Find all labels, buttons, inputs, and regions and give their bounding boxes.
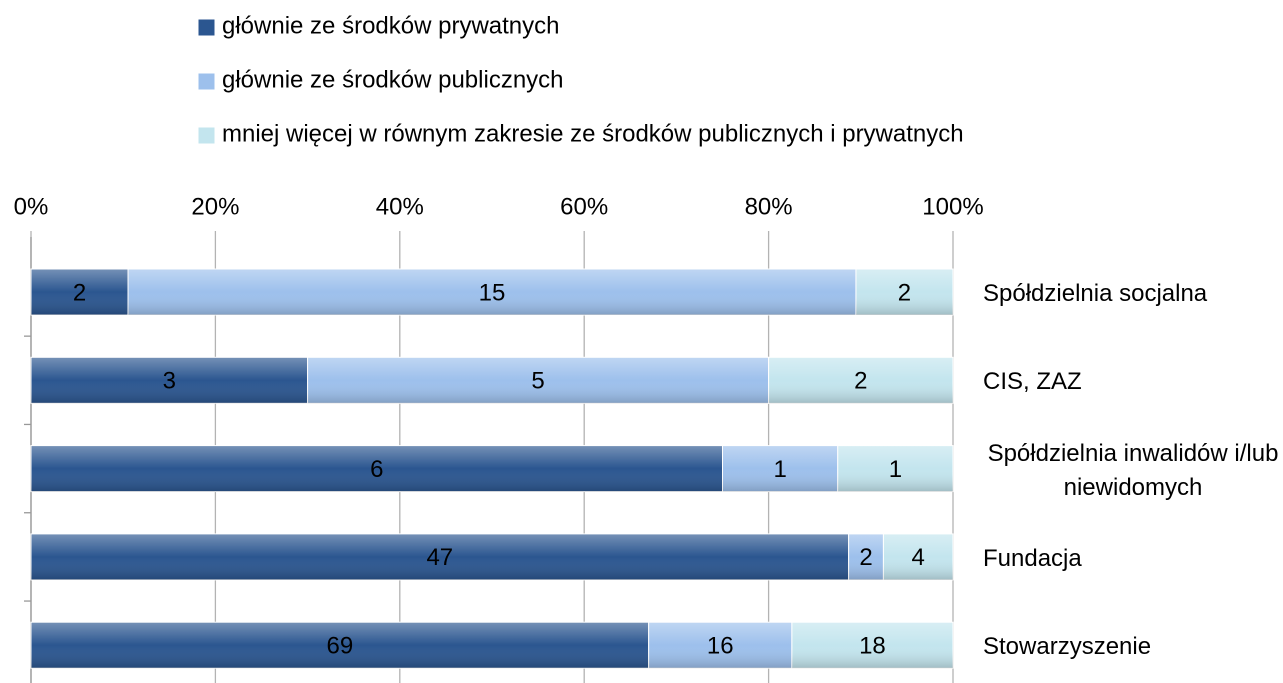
bar-shade — [31, 622, 649, 669]
data-label: 47 — [426, 544, 453, 571]
legend-swatch — [197, 72, 216, 91]
x-tick-label: 0% — [14, 193, 49, 220]
data-label: 2 — [859, 544, 872, 571]
data-label: 18 — [859, 633, 886, 660]
data-label: 15 — [479, 279, 506, 306]
bar-shade — [31, 269, 129, 315]
bar-shade — [31, 445, 723, 492]
legend-label: głównie ze środków publicznych — [222, 66, 564, 93]
legend-swatch — [197, 126, 216, 145]
bar-shade — [883, 533, 953, 580]
x-tick-label: 40% — [376, 193, 424, 220]
bar-shade — [837, 445, 953, 492]
data-label: 69 — [326, 633, 353, 660]
data-label: 2 — [854, 368, 867, 395]
data-label: 3 — [163, 368, 176, 395]
category-label: Spółdzielnia socjalna — [983, 280, 1208, 307]
bar-shade — [31, 533, 849, 580]
data-label: 1 — [889, 456, 902, 483]
bar-shade — [791, 622, 953, 669]
x-tick-label: 100% — [922, 193, 983, 220]
data-label: 4 — [912, 544, 925, 571]
category-label: CIS, ZAZ — [983, 368, 1082, 396]
bar-shade — [855, 269, 953, 315]
bar-shade — [848, 533, 884, 580]
bar-shade — [768, 357, 953, 404]
x-tick-label: 20% — [191, 193, 239, 220]
data-label: 6 — [370, 456, 383, 483]
data-label: 5 — [531, 368, 544, 395]
data-label: 2 — [73, 279, 86, 306]
bar-shade — [722, 445, 838, 492]
legend-label: głównie ze środków prywatnych — [222, 12, 560, 39]
category-label: Fundacja — [983, 544, 1082, 572]
x-tick-label: 60% — [560, 193, 608, 220]
legend-label: mniej więcej w równym zakresie ze środkó… — [222, 120, 964, 147]
category-label: Stowarzyszenie — [983, 633, 1152, 661]
bar-shade — [307, 357, 769, 404]
bar-shade — [128, 269, 856, 315]
legend-swatch — [197, 18, 216, 37]
data-label: 1 — [773, 456, 786, 483]
x-tick-label: 80% — [745, 193, 793, 220]
bar-shade — [648, 622, 792, 669]
data-label: 2 — [898, 279, 911, 306]
data-label: 16 — [707, 633, 734, 660]
bar-shade — [31, 357, 308, 404]
category-label: Spółdzielnia inwalidów i/lub niewidomych — [987, 439, 1279, 501]
